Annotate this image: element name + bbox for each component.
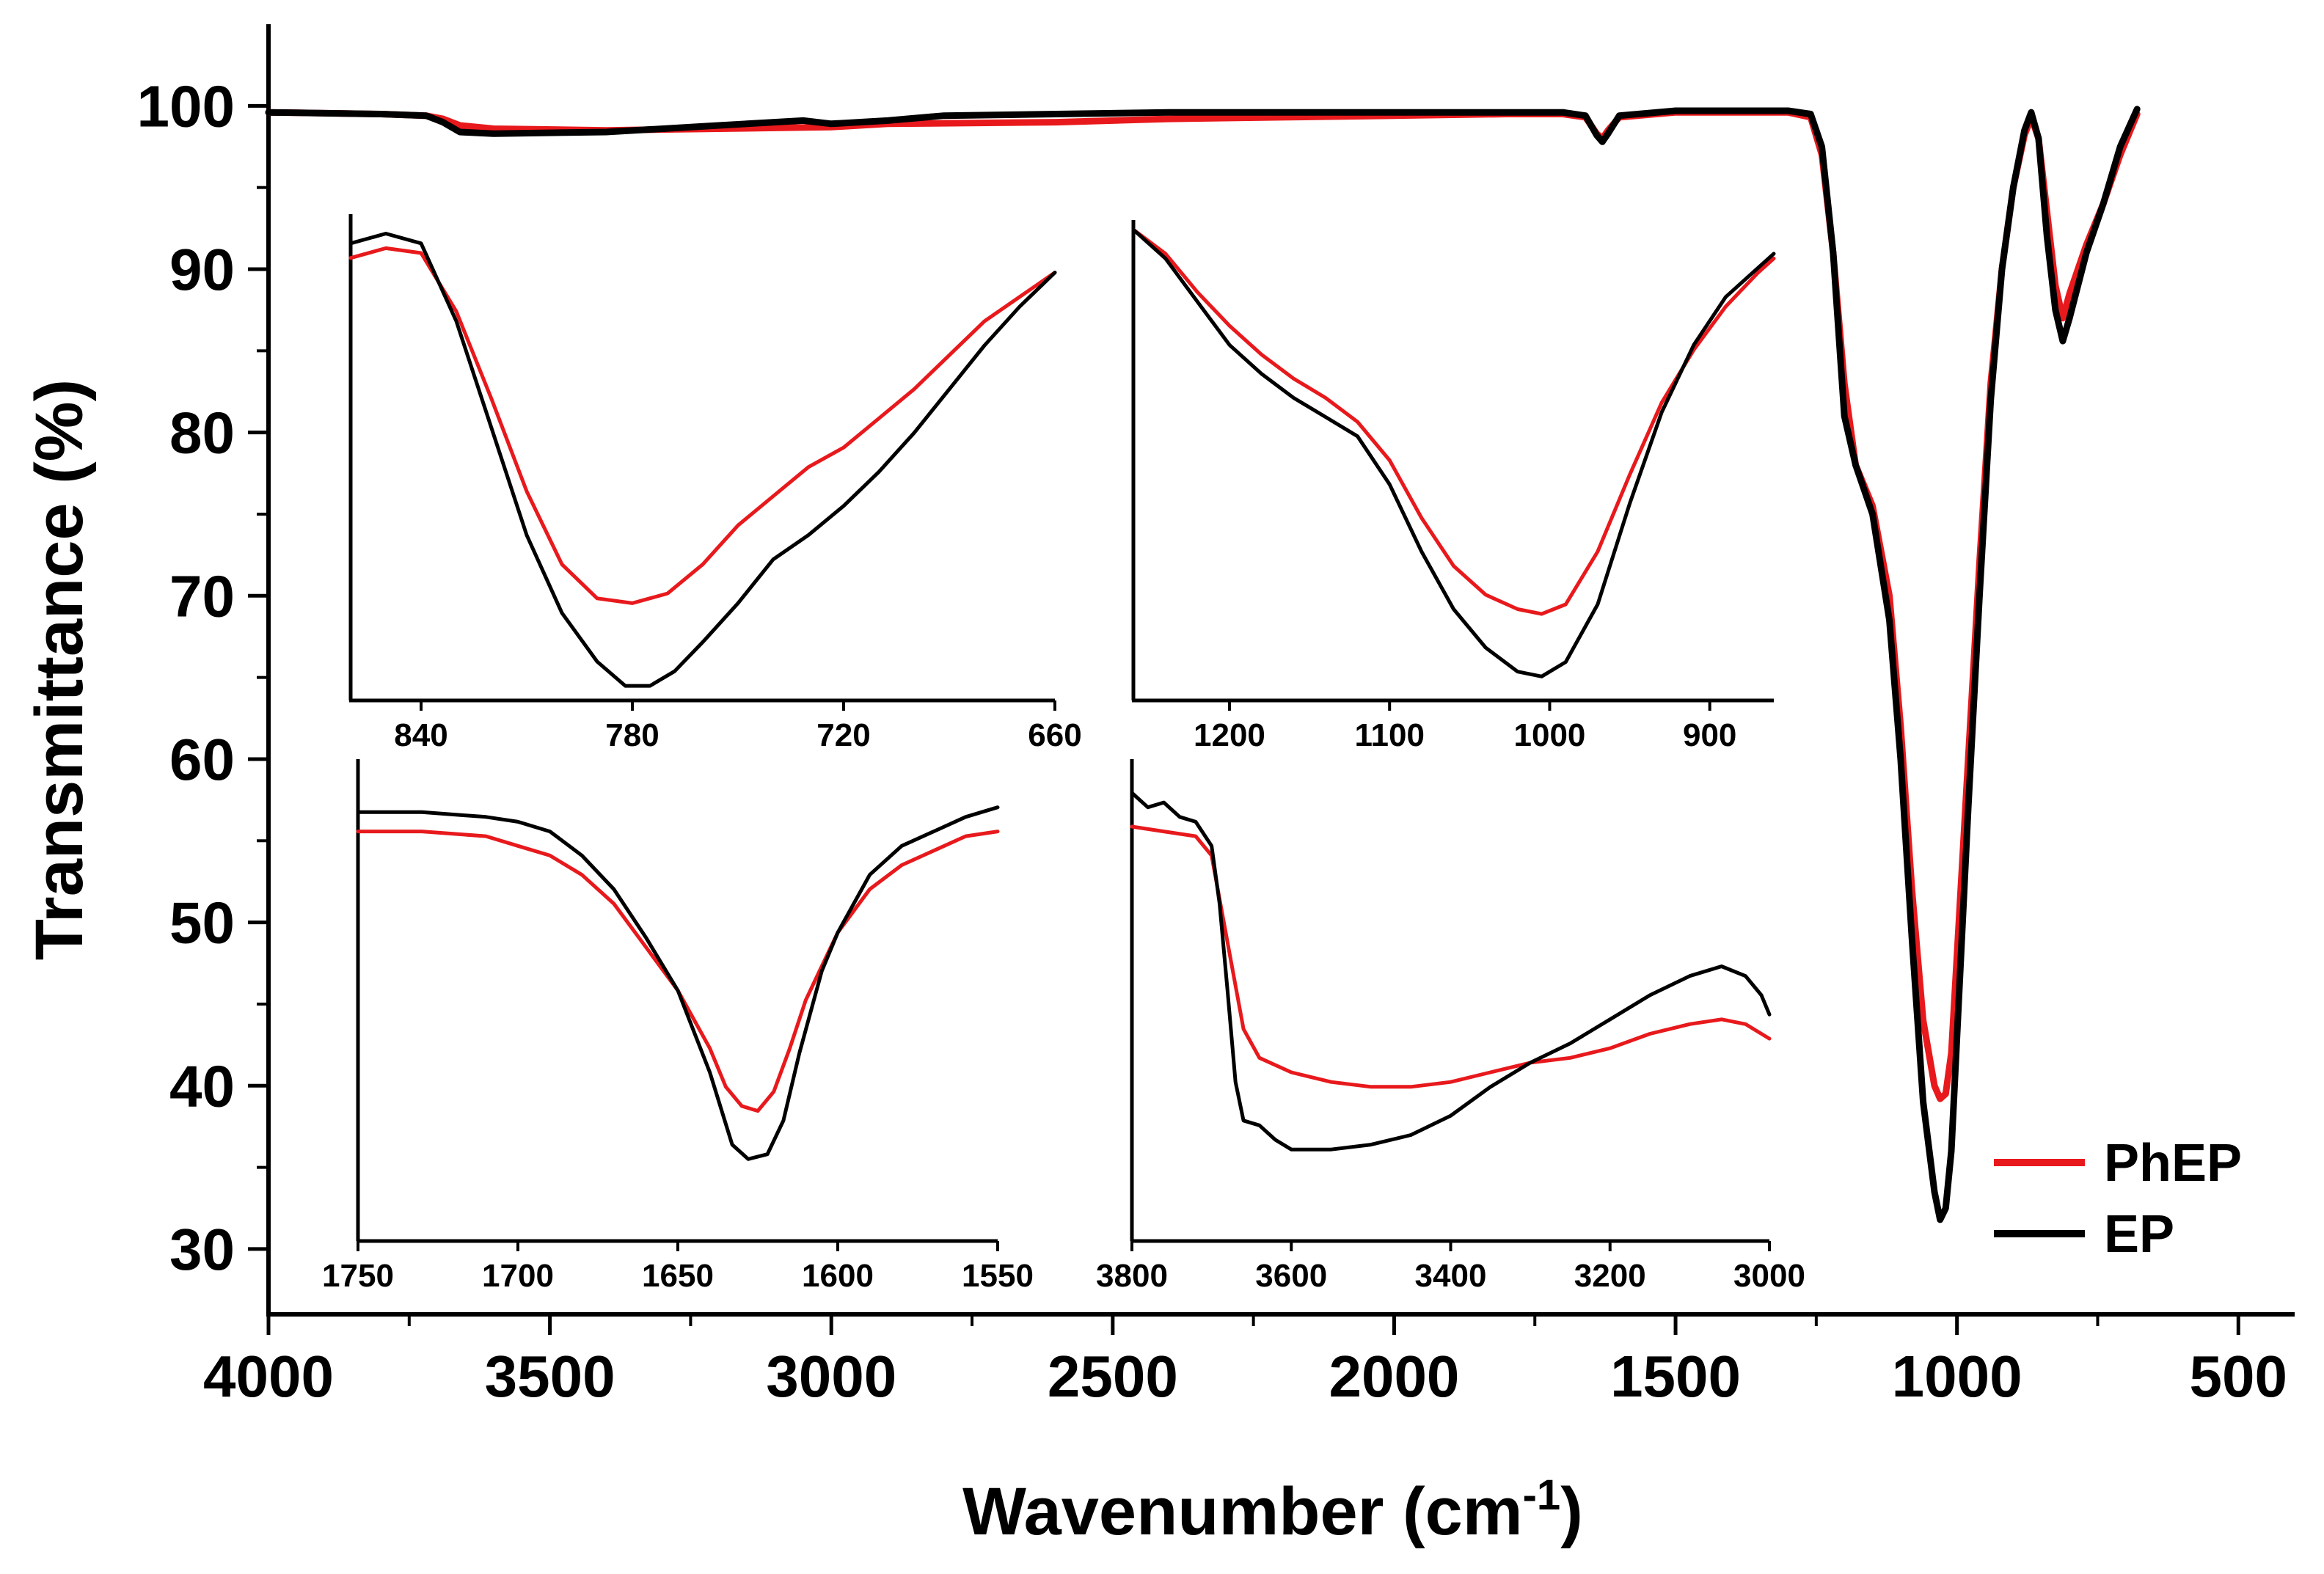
inset-d: 3800 3600 3400 3200 3000 bbox=[1096, 759, 1805, 1294]
inset-a-x-tick-label-660: 660 bbox=[1028, 717, 1081, 753]
y-axis-title: Transmittance (%) bbox=[22, 379, 97, 960]
inset-b-x-tick-label-900: 900 bbox=[1683, 717, 1736, 753]
inset-c-x-tick-label-1750: 1750 bbox=[322, 1258, 394, 1294]
inset-b-x-tick-label-1100: 1100 bbox=[1354, 717, 1424, 753]
x-tick-label-2000: 2000 bbox=[1329, 1344, 1459, 1409]
inset-a-x-tick-label-780: 780 bbox=[605, 717, 659, 753]
x-tick-label-2500: 2500 bbox=[1048, 1344, 1178, 1409]
y-tick-label-100: 100 bbox=[137, 73, 235, 139]
x-tick-label-3500: 3500 bbox=[485, 1344, 615, 1409]
y-tick-label-60: 60 bbox=[169, 727, 235, 792]
inset-c-x-tick-label-1650: 1650 bbox=[642, 1258, 714, 1294]
x-tick-label-1500: 1500 bbox=[1610, 1344, 1741, 1409]
x-tick-label-3000: 3000 bbox=[766, 1344, 896, 1409]
inset-c-x-tick-label-1600: 1600 bbox=[802, 1258, 874, 1294]
inset-d-x-tick-label-3800: 3800 bbox=[1096, 1258, 1168, 1294]
inset-c-series-ep bbox=[356, 805, 1000, 1161]
x-tick-label-4000: 4000 bbox=[203, 1344, 334, 1409]
y-tick-label-30: 30 bbox=[169, 1217, 235, 1282]
inset-c-series-phep bbox=[356, 830, 1000, 1113]
inset-a: 840 780 720 660 bbox=[348, 214, 1082, 753]
inset-a-series-ep bbox=[348, 232, 1057, 688]
main-series-ep bbox=[265, 106, 2141, 1223]
inset-a-series-phep bbox=[348, 246, 1057, 605]
inset-b-x-tick-label-1200: 1200 bbox=[1194, 717, 1265, 753]
legend-label-ep: EP bbox=[2104, 1205, 2174, 1264]
y-tick-label-70: 70 bbox=[169, 563, 235, 629]
x-axis-title-main: Wavenumber (cm bbox=[962, 1474, 1522, 1549]
inset-d-series-ep bbox=[1130, 791, 1772, 1152]
x-axis-title: Wavenumber (cm-1) bbox=[962, 1471, 1583, 1549]
legend-label-phep: PhEP bbox=[2104, 1134, 2242, 1193]
y-tick-label-80: 80 bbox=[169, 400, 235, 466]
inset-c-x-tick-label-1700: 1700 bbox=[482, 1258, 554, 1294]
x-axis-title-sup: -1 bbox=[1523, 1471, 1561, 1519]
main-series-phep bbox=[265, 109, 2141, 1102]
inset-d-x-tick-label-3400: 3400 bbox=[1415, 1258, 1487, 1294]
inset-d-series-phep bbox=[1130, 824, 1772, 1089]
legend: PhEP EP bbox=[1994, 1134, 2242, 1264]
inset-a-x-tick-label-840: 840 bbox=[394, 717, 447, 753]
x-tick-label-1000: 1000 bbox=[1892, 1344, 2022, 1409]
main-axes bbox=[266, 24, 2295, 1317]
main-y-ticks: 30 40 50 60 70 80 90 100 bbox=[137, 73, 268, 1282]
y-tick-label-90: 90 bbox=[169, 237, 235, 302]
main-x-ticks: 4000 3500 3000 2500 2000 1500 1000 500 bbox=[203, 1314, 2287, 1409]
y-tick-label-40: 40 bbox=[169, 1053, 235, 1119]
main-series-lines bbox=[265, 106, 2141, 1223]
inset-d-x-tick-label-3000: 3000 bbox=[1733, 1258, 1805, 1294]
inset-c: 1750 1700 1650 1600 1550 bbox=[322, 759, 1034, 1294]
inset-b: 1200 1100 1000 900 bbox=[1131, 220, 1776, 753]
inset-b-series-phep bbox=[1131, 227, 1776, 616]
x-tick-label-500: 500 bbox=[2190, 1344, 2287, 1409]
y-tick-label-50: 50 bbox=[169, 890, 235, 956]
inset-c-x-tick-label-1550: 1550 bbox=[962, 1258, 1034, 1294]
inset-d-x-tick-label-3600: 3600 bbox=[1255, 1258, 1327, 1294]
inset-a-x-tick-label-720: 720 bbox=[816, 717, 870, 753]
inset-d-x-tick-label-3200: 3200 bbox=[1574, 1258, 1646, 1294]
x-axis-title-suffix: ) bbox=[1560, 1474, 1583, 1549]
inset-b-x-tick-label-1000: 1000 bbox=[1514, 717, 1586, 753]
inset-b-series-ep bbox=[1131, 227, 1776, 678]
